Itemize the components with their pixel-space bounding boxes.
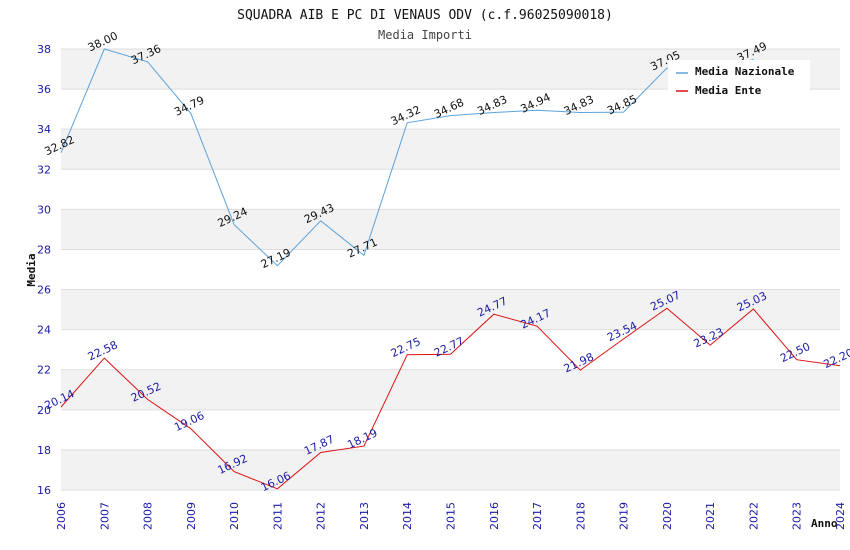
y-axis-ticks: 16 18 20 22 24 26 28 30 32 34 36 38 (37, 43, 51, 497)
grid-band (61, 129, 840, 170)
y-tick-label: 34 (37, 123, 51, 136)
grid-band (61, 329, 840, 370)
y-tick-label: 36 (37, 83, 51, 96)
x-tick-label: 2023 (791, 502, 804, 530)
x-tick-label: 2015 (445, 502, 458, 530)
x-axis-title: Anno (811, 517, 838, 530)
x-tick-label: 2008 (142, 502, 155, 530)
y-tick-label: 18 (37, 444, 51, 457)
grid-band (61, 209, 840, 250)
y-tick-label: 38 (37, 43, 51, 56)
x-tick-label: 2012 (315, 502, 328, 530)
y-axis-title: Media (25, 253, 38, 286)
y-tick-label: 32 (37, 163, 51, 176)
y-tick-label: 30 (37, 203, 51, 216)
x-tick-label: 2010 (228, 502, 241, 530)
legend: Media Nazionale Media Ente (668, 60, 810, 100)
grid-band (61, 289, 840, 330)
y-tick-label: 28 (37, 243, 51, 256)
chart-subtitle: Media Importi (378, 28, 472, 42)
x-tick-label: 2021 (704, 502, 717, 530)
series-lines (60, 48, 841, 490)
grid-band (61, 249, 840, 290)
y-tick-label: 16 (37, 484, 51, 497)
x-tick-label: 2018 (574, 502, 587, 530)
legend-label-media-ente: Media Ente (695, 84, 762, 97)
x-axis-ticks: 2006 2007 2008 2009 2010 2011 2012 2013 2014 2015… (55, 502, 847, 530)
x-tick-label: 2020 (661, 502, 674, 530)
x-tick-label: 2011 (271, 502, 284, 530)
grid-lines (61, 48, 840, 491)
x-tick-label: 2006 (55, 502, 68, 530)
grid-band (61, 169, 840, 210)
x-tick-label: 2016 (488, 502, 501, 530)
series-line (60, 48, 754, 267)
legend-background (668, 60, 810, 100)
x-tick-label: 2013 (358, 502, 371, 530)
y-tick-label: 24 (37, 324, 51, 337)
x-tick-label: 2009 (185, 502, 198, 530)
grid-band (61, 449, 840, 490)
x-tick-label: 2007 (98, 502, 111, 530)
x-tick-label: 2017 (531, 502, 544, 530)
x-tick-label: 2014 (401, 502, 414, 530)
y-tick-label: 26 (37, 284, 51, 297)
grid-bands (61, 49, 840, 490)
y-tick-label: 22 (37, 364, 51, 377)
x-tick-label: 2022 (747, 502, 760, 530)
series-line (60, 307, 841, 490)
x-tick-label: 2024 (834, 502, 847, 530)
y-tick-label: 20 (37, 404, 51, 417)
legend-label-media-nazionale: Media Nazionale (695, 65, 795, 78)
x-tick-label: 2019 (618, 502, 631, 530)
grid-band (61, 369, 840, 410)
chart-title: SQUADRA AIB E PC DI VENAUS ODV (c.f.9602… (237, 8, 613, 23)
grid-band (61, 409, 840, 450)
